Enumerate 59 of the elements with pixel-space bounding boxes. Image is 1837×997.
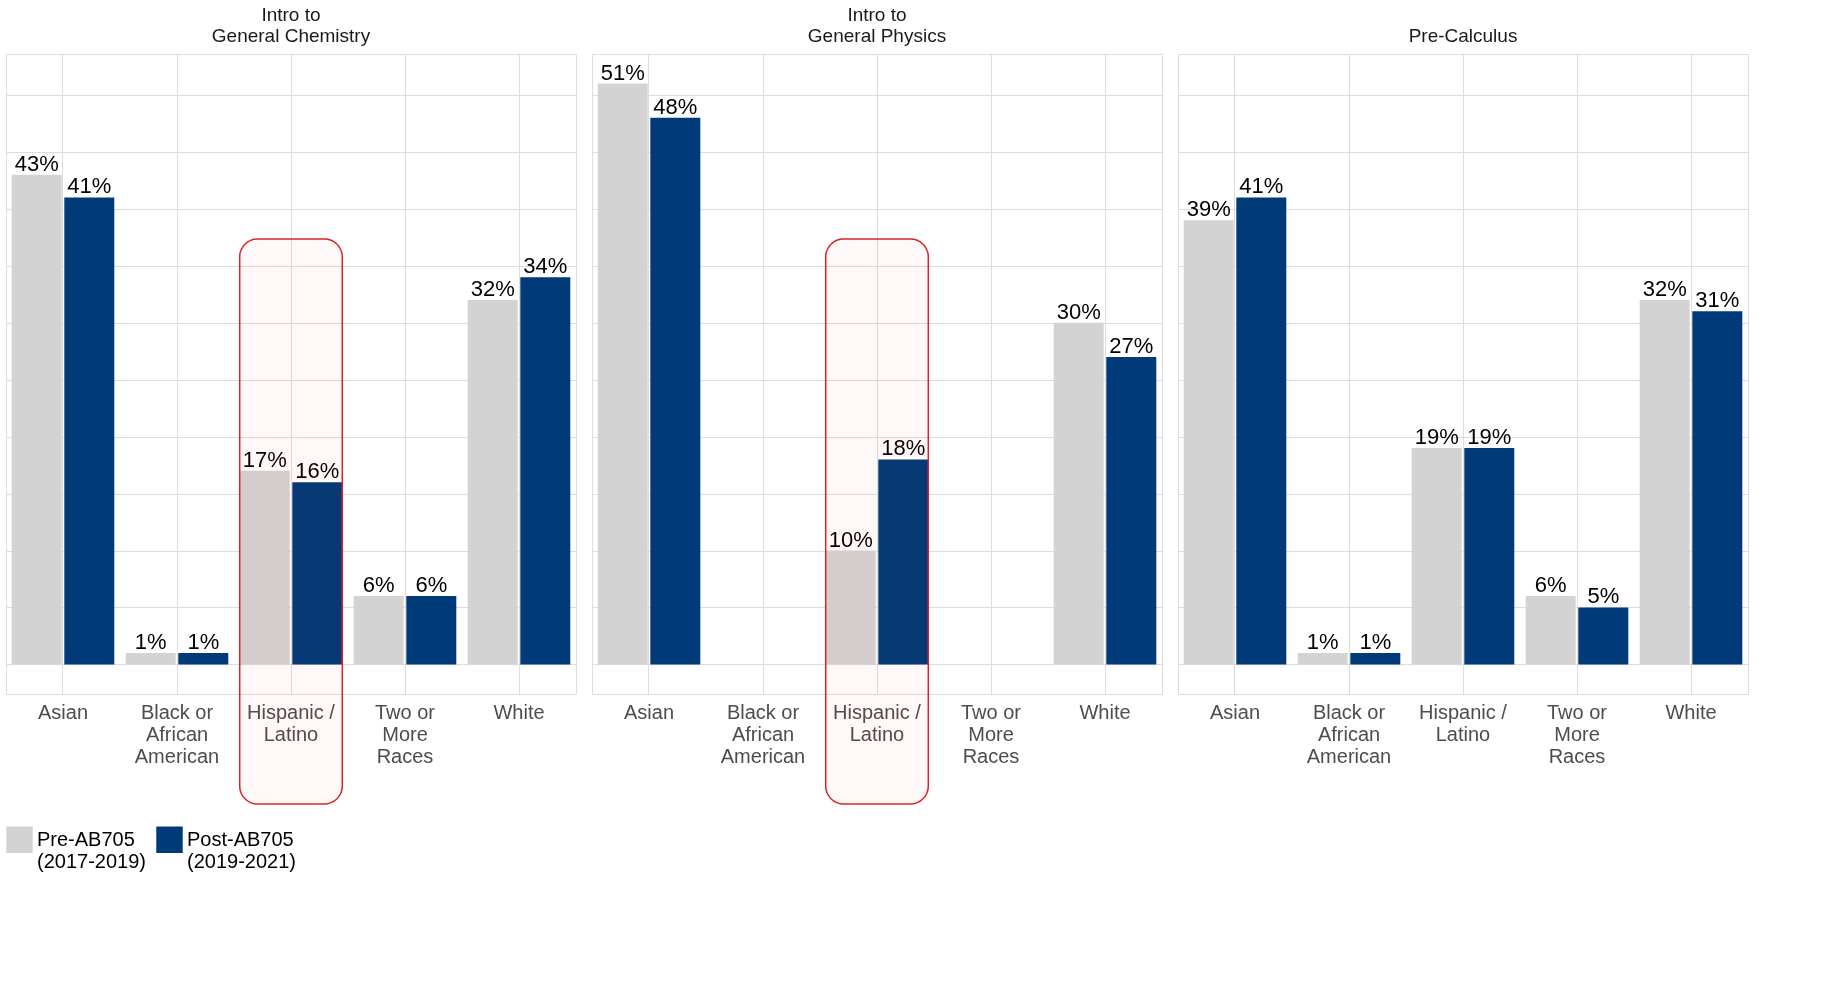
x-tick-label: Two or More Races bbox=[1546, 700, 1608, 767]
data-label: 48% bbox=[653, 93, 698, 119]
chart-title: Pre-Calculus bbox=[1408, 25, 1518, 46]
data-label: 39% bbox=[1186, 196, 1231, 222]
bar bbox=[1578, 607, 1629, 665]
data-label: 6% bbox=[362, 572, 395, 598]
bar bbox=[1106, 356, 1157, 665]
data-label: 30% bbox=[1056, 298, 1101, 324]
x-tick-label: Two or More Races bbox=[960, 700, 1022, 767]
x-tick-label: Asian bbox=[1209, 700, 1261, 723]
x-tick-label: Black or African American bbox=[1306, 700, 1392, 767]
data-label: 10% bbox=[828, 526, 873, 552]
data-label: 5% bbox=[1587, 583, 1620, 609]
x-tick-label: Black or African American bbox=[720, 700, 806, 767]
data-label: 16% bbox=[295, 458, 340, 484]
x-tick-label: Hispanic / Latino bbox=[1419, 700, 1508, 745]
x-tick-label: White bbox=[1079, 700, 1131, 723]
legend-label: Post-AB705 (2019-2021) bbox=[187, 827, 296, 872]
bar bbox=[1236, 197, 1287, 665]
x-tick-label: White bbox=[1665, 700, 1717, 723]
x-tick-label: Two or More Races bbox=[374, 700, 436, 767]
data-label: 51% bbox=[600, 59, 645, 85]
bar bbox=[650, 117, 701, 665]
bar bbox=[878, 459, 929, 665]
x-tick-label: Black or African American bbox=[134, 700, 220, 767]
data-label: 31% bbox=[1695, 287, 1740, 313]
data-label: 18% bbox=[881, 435, 926, 461]
legend-label: Pre-AB705 (2017-2019) bbox=[37, 827, 146, 872]
data-label: 1% bbox=[134, 629, 167, 654]
data-label: 19% bbox=[1414, 424, 1459, 450]
x-tick-label: Asian bbox=[37, 700, 89, 723]
bar bbox=[1464, 448, 1515, 665]
bar bbox=[1350, 653, 1401, 665]
x-tick-label: Hispanic / Latino bbox=[833, 700, 922, 745]
data-label: 34% bbox=[523, 253, 568, 279]
bar bbox=[520, 277, 571, 665]
data-label: 1% bbox=[187, 629, 220, 654]
data-label: 41% bbox=[67, 173, 112, 199]
x-tick-label: White bbox=[493, 700, 545, 723]
bar bbox=[1692, 311, 1743, 665]
data-label: 1% bbox=[1359, 629, 1392, 654]
chart-title: Intro to General Physics bbox=[807, 4, 947, 46]
x-tick-label: Asian bbox=[623, 700, 675, 723]
x-tick-label: Hispanic / Latino bbox=[247, 700, 336, 745]
data-label: 32% bbox=[470, 275, 515, 301]
data-label: 41% bbox=[1239, 173, 1284, 199]
data-label: 19% bbox=[1467, 424, 1512, 450]
data-label: 1% bbox=[1306, 629, 1339, 654]
data-label: 27% bbox=[1109, 332, 1154, 358]
bar bbox=[406, 596, 457, 665]
chart-title: Intro to General Chemistry bbox=[211, 4, 371, 46]
bar bbox=[292, 482, 343, 665]
bar bbox=[64, 197, 115, 665]
bar bbox=[178, 653, 229, 665]
data-label: 17% bbox=[242, 446, 287, 472]
data-label: 6% bbox=[415, 572, 448, 598]
data-label: 6% bbox=[1534, 572, 1567, 598]
data-label: 43% bbox=[14, 150, 59, 176]
data-label: 32% bbox=[1642, 275, 1687, 301]
